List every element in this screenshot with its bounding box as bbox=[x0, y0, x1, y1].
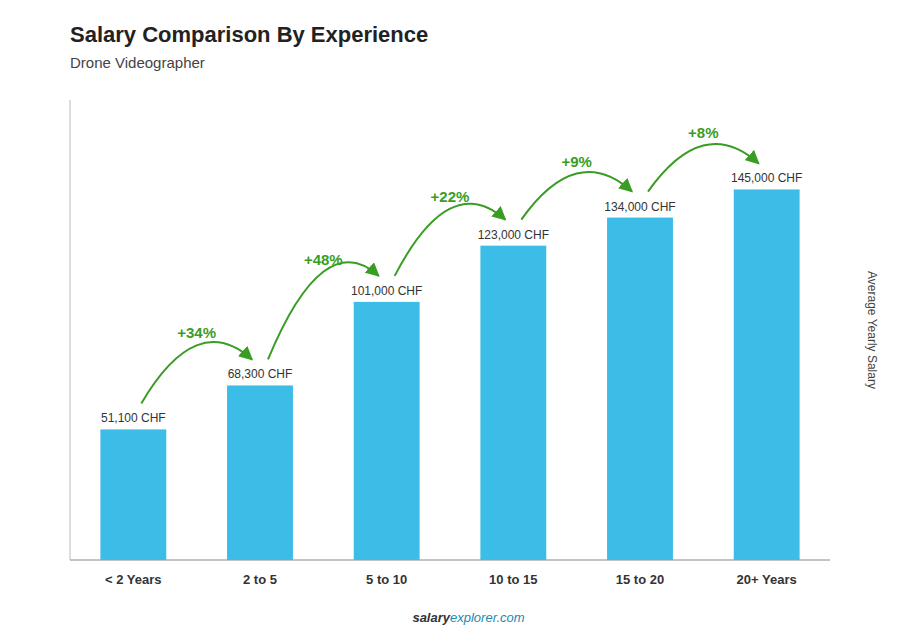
x-axis-line bbox=[70, 560, 830, 561]
data-label: 123,000 CHF bbox=[478, 228, 549, 242]
bar bbox=[480, 246, 546, 560]
bars bbox=[100, 189, 799, 560]
change-arrow bbox=[521, 172, 632, 220]
data-label: 68,300 CHF bbox=[228, 367, 293, 381]
annotation: +22% bbox=[431, 188, 470, 205]
data-label: 145,000 CHF bbox=[731, 171, 802, 185]
bar bbox=[354, 302, 420, 560]
change-arrow bbox=[268, 262, 379, 359]
change-arrow bbox=[395, 204, 506, 276]
y-axis-label: Average Yearly Salary bbox=[865, 271, 879, 389]
footer: explorer.com bbox=[450, 610, 525, 625]
change-arrow bbox=[648, 144, 759, 192]
x-tick-label: 2 to 5 bbox=[243, 572, 277, 587]
bar bbox=[227, 385, 293, 560]
title: Salary Comparison By Experience bbox=[70, 22, 428, 47]
bar bbox=[734, 189, 800, 560]
data-label: 134,000 CHF bbox=[604, 200, 675, 214]
chart: Salary Comparison By Experience Drone Vid… bbox=[0, 0, 900, 641]
data-label: 101,000 CHF bbox=[351, 284, 422, 298]
bar bbox=[607, 218, 673, 560]
x-tick-label: 10 to 15 bbox=[489, 572, 537, 587]
chart-container: Salary Comparison By Experience Drone Vid… bbox=[0, 0, 900, 641]
x-tick-label: 5 to 10 bbox=[366, 572, 407, 587]
change-arrow bbox=[141, 342, 252, 403]
bar bbox=[100, 429, 166, 560]
data-label: 51,100 CHF bbox=[101, 411, 166, 425]
annotation: +34% bbox=[177, 324, 216, 341]
x-tick-label: 15 to 20 bbox=[616, 572, 664, 587]
y-axis-line bbox=[70, 100, 71, 560]
annotation: +9% bbox=[561, 153, 591, 170]
x-tick-label: 20+ Years bbox=[737, 572, 797, 587]
annotation: +8% bbox=[688, 124, 718, 141]
footer: salary bbox=[412, 610, 450, 625]
x-tick-label: < 2 Years bbox=[105, 572, 162, 587]
subtitle: Drone Videographer bbox=[70, 54, 205, 71]
annotation: +48% bbox=[304, 251, 343, 268]
